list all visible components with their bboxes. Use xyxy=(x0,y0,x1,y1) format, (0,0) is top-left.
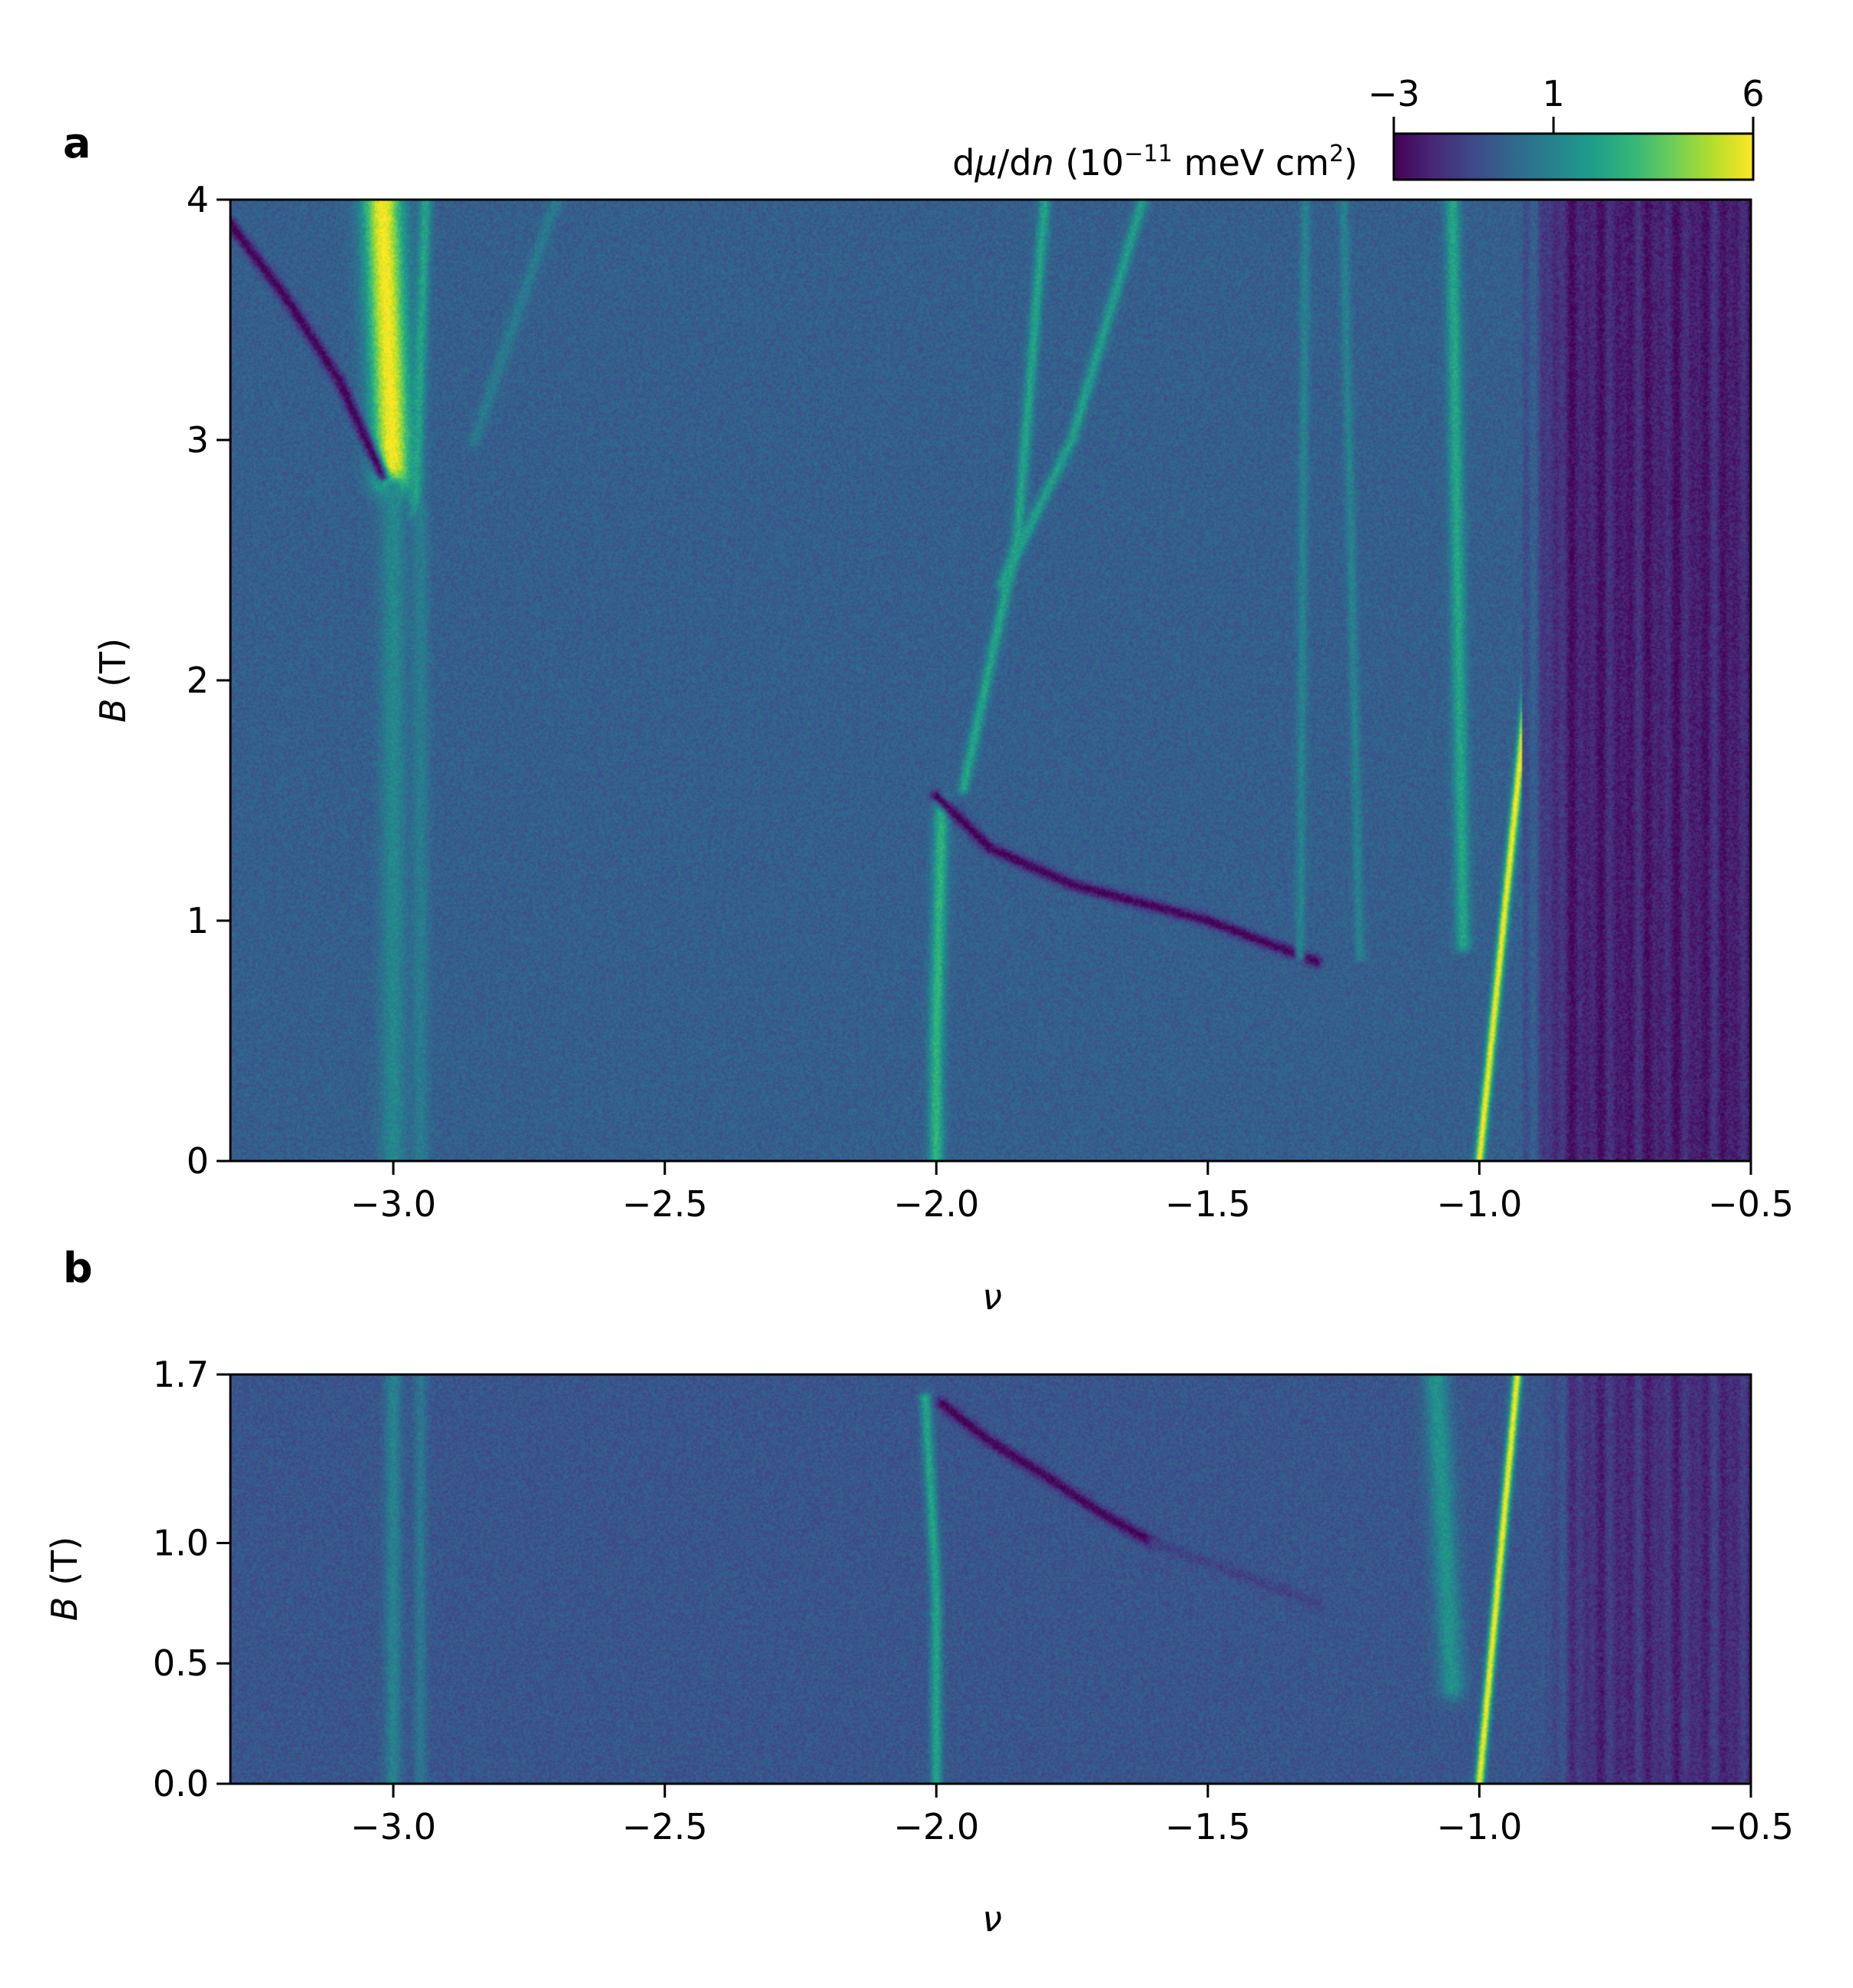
x-tick-label: −2.0 xyxy=(893,1806,979,1847)
x-tick-label: −1.0 xyxy=(1437,1806,1523,1847)
heatmap-b-frame xyxy=(229,1373,1752,1785)
y-axis-label-b-var: B xyxy=(44,1597,85,1622)
heatmap-b-image xyxy=(230,1374,1751,1784)
y-axis-label-b: B (T) xyxy=(44,1536,85,1621)
y-tick-label: 0 xyxy=(187,1140,209,1182)
heatmap-a xyxy=(229,198,1752,1163)
x-axis-label-b: ν xyxy=(982,1898,1002,1940)
x-tick-label: −1.0 xyxy=(1437,1183,1523,1225)
y-tick-label: 0.0 xyxy=(153,1763,209,1804)
heatmap-b xyxy=(229,1373,1752,1785)
panel-label-a: a xyxy=(63,119,91,167)
y-tick-label: 1.7 xyxy=(153,1354,209,1395)
x-tick-label: −2.5 xyxy=(622,1806,708,1847)
axes-a: −3.0 −2.5 −2.0 −1.5 −1.0 −0.5 0 1 2 3 4 xyxy=(187,179,1794,1225)
colorbar-label-d: d xyxy=(952,142,974,184)
colorbar-ticks: −3 1 6 xyxy=(1368,73,1765,134)
colorbar-tick-label: −3 xyxy=(1368,73,1420,114)
y-tick-label: 1 xyxy=(187,900,209,941)
colorbar-bar xyxy=(1392,132,1755,181)
colorbar-label-exp2: 2 xyxy=(1329,141,1344,167)
x-tick-label: −0.5 xyxy=(1708,1183,1794,1225)
x-tick-label: −1.5 xyxy=(1165,1183,1251,1225)
x-tick-label: −0.5 xyxy=(1708,1806,1794,1847)
x-tick-label: −3.0 xyxy=(350,1183,436,1225)
x-tick-label: −2.0 xyxy=(893,1183,979,1225)
x-axis-label-a: ν xyxy=(982,1276,1002,1318)
colorbar-label: dμ/dn (10−11 meV cm2) xyxy=(952,141,1358,184)
y-tick-label: 2 xyxy=(187,660,209,701)
axes-b: −3.0 −2.5 −2.0 −1.5 −1.0 −0.5 0.0 0.5 1.0 1.7 xyxy=(153,1354,1794,1847)
x-tick-label: −1.5 xyxy=(1165,1806,1251,1847)
y-tick-label: 4 xyxy=(187,179,209,220)
y-tick-label: 1.0 xyxy=(153,1522,209,1563)
colorbar-label-slash: /d xyxy=(998,142,1032,184)
colorbar-label-n: n xyxy=(1031,142,1054,184)
panel-label-b: b xyxy=(63,1244,93,1292)
colorbar-label-open: (10 xyxy=(1054,142,1124,184)
y-axis-label-b-unit: (T) xyxy=(44,1536,85,1597)
x-tick-label: −3.0 xyxy=(350,1806,436,1847)
x-tick-label: −2.5 xyxy=(622,1183,708,1225)
colorbar-label-mid: meV cm xyxy=(1173,142,1329,184)
heatmap-a-image xyxy=(230,200,1751,1161)
y-tick-label: 3 xyxy=(187,419,209,461)
colorbar-tick-label: 6 xyxy=(1742,73,1764,114)
colorbar: −3 1 6 dμ/dn (10−11 meV cm2) xyxy=(952,73,1764,184)
colorbar-label-mu: μ xyxy=(974,142,997,184)
y-axis-label-a-unit: (T) xyxy=(92,638,134,699)
colorbar-label-exp1: −11 xyxy=(1124,141,1173,167)
colorbar-label-close: ) xyxy=(1344,142,1358,184)
y-axis-label-a-var: B xyxy=(92,699,134,723)
y-axis-label-a: B (T) xyxy=(92,638,134,723)
y-tick-label: 0.5 xyxy=(153,1642,209,1684)
colorbar-tick-label: 1 xyxy=(1542,73,1564,114)
